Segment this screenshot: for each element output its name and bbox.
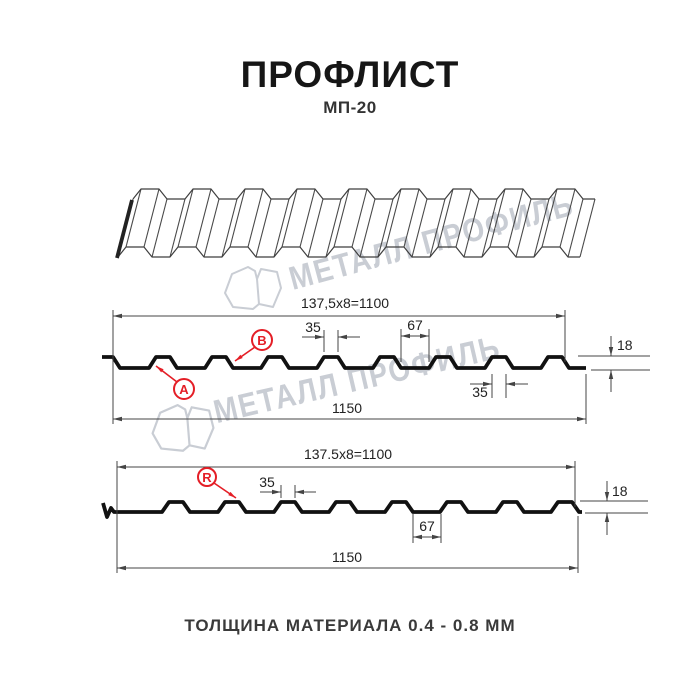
profile-top-dimensions — [112, 310, 650, 424]
profile-bottom-outline — [101, 500, 582, 519]
arrowhead — [113, 416, 122, 422]
sheet-3d-view — [115, 188, 596, 259]
overall-width-label: 1150 — [332, 549, 362, 565]
crest-width-label: 35 — [259, 474, 275, 490]
dim-line — [359, 198, 376, 258]
profile-bottom-cross-section — [101, 500, 582, 519]
arrowhead — [556, 313, 565, 319]
dim-line — [325, 198, 342, 258]
profile-bottom-dimension-labels: 137.5x8=1100 35 18 67 1150 R — [202, 446, 627, 565]
valley-width-label: 67 — [419, 518, 435, 534]
dim-line — [533, 198, 550, 258]
dim-line — [203, 198, 220, 258]
dim-line — [351, 188, 368, 248]
dim-line — [481, 198, 498, 258]
dim-line — [169, 198, 186, 258]
profile-top-outline — [102, 355, 586, 370]
valley-width-label: 67 — [407, 317, 423, 333]
arrowhead — [604, 492, 610, 501]
dim-line — [221, 198, 238, 258]
dim-line — [437, 188, 454, 248]
material-thickness-note: ТОЛЩИНА МАТЕРИАЛА 0.4 - 0.8 ММ — [184, 616, 516, 635]
side-b-label: B — [257, 333, 266, 348]
logo-outline — [224, 266, 282, 310]
arrowhead — [483, 381, 492, 387]
metall-profil-logo-icon — [151, 404, 215, 452]
dim-line — [177, 188, 194, 248]
module-width-label: 137,5x8=1100 — [301, 295, 389, 311]
dim-line — [125, 188, 142, 248]
dim-line — [273, 198, 290, 258]
arrowhead — [295, 489, 304, 495]
arrowhead — [608, 347, 614, 356]
arrowhead — [569, 565, 578, 571]
dim-line — [455, 188, 472, 248]
dim-line — [463, 198, 480, 258]
dim-line — [333, 188, 350, 248]
profile-model-subtitle: МП-20 — [323, 98, 377, 117]
arrowhead — [315, 334, 324, 340]
dim-line — [151, 198, 168, 258]
arrowhead — [272, 489, 281, 495]
dim-line — [411, 198, 428, 258]
arrowhead — [604, 513, 610, 522]
dim-line — [307, 198, 324, 258]
profile-bottom-dimensions — [116, 461, 648, 573]
arrowhead — [235, 354, 243, 361]
overall-width-label: 1150 — [332, 400, 362, 416]
height-label: 18 — [612, 483, 628, 499]
label-a-circle — [173, 378, 195, 400]
dim-line — [195, 188, 212, 248]
dim-line — [385, 188, 402, 248]
dim-line — [377, 198, 394, 258]
side-a-label: A — [179, 382, 189, 397]
arrowhead — [413, 534, 422, 540]
arrowhead — [608, 370, 614, 379]
arrowhead — [420, 333, 429, 339]
module-width-label: 137.5x8=1100 — [304, 446, 392, 462]
arrowhead — [338, 334, 347, 340]
height-label: 18 — [617, 337, 633, 353]
sheet-back-edge — [132, 188, 595, 200]
dim-line — [255, 198, 272, 258]
dim-line — [403, 188, 420, 248]
crest-width-label: 35 — [305, 319, 321, 335]
metall-profil-logo-icon — [224, 266, 282, 310]
arrowhead — [506, 381, 515, 387]
arrowhead — [432, 534, 441, 540]
arrowhead — [566, 464, 575, 470]
dim-line — [559, 188, 576, 248]
dim-line — [247, 188, 264, 248]
dim-line — [541, 188, 558, 248]
dim-line — [429, 198, 446, 258]
profile-top-cross-section — [102, 355, 586, 370]
profile-top-dimension-labels: 137,5x8=1100 35 67 18 35 1150 A B — [179, 295, 632, 416]
arrowhead — [117, 565, 126, 571]
arrowhead — [228, 491, 236, 498]
arrowhead — [156, 366, 164, 373]
dim-line — [515, 198, 532, 258]
dim-line — [579, 198, 596, 258]
side-r-label: R — [202, 470, 212, 485]
sheet-front-edge — [117, 246, 580, 258]
arrowhead — [113, 313, 122, 319]
arrowhead — [577, 416, 586, 422]
dim-line — [299, 188, 316, 248]
dim-line — [489, 188, 506, 248]
arrowhead — [117, 464, 126, 470]
logo-outline — [151, 404, 215, 452]
page-title: ПРОФЛИСТ — [240, 54, 460, 95]
dim-line — [229, 188, 246, 248]
label-b-circle — [251, 329, 273, 351]
dim-line — [281, 188, 298, 248]
label-r-circle — [197, 467, 217, 487]
arrowhead — [401, 333, 410, 339]
dim-line — [115, 199, 134, 259]
dim-line — [143, 188, 160, 248]
dim-line — [567, 198, 584, 258]
dim-line — [507, 188, 524, 248]
crest-width-bottom-label: 35 — [472, 384, 488, 400]
